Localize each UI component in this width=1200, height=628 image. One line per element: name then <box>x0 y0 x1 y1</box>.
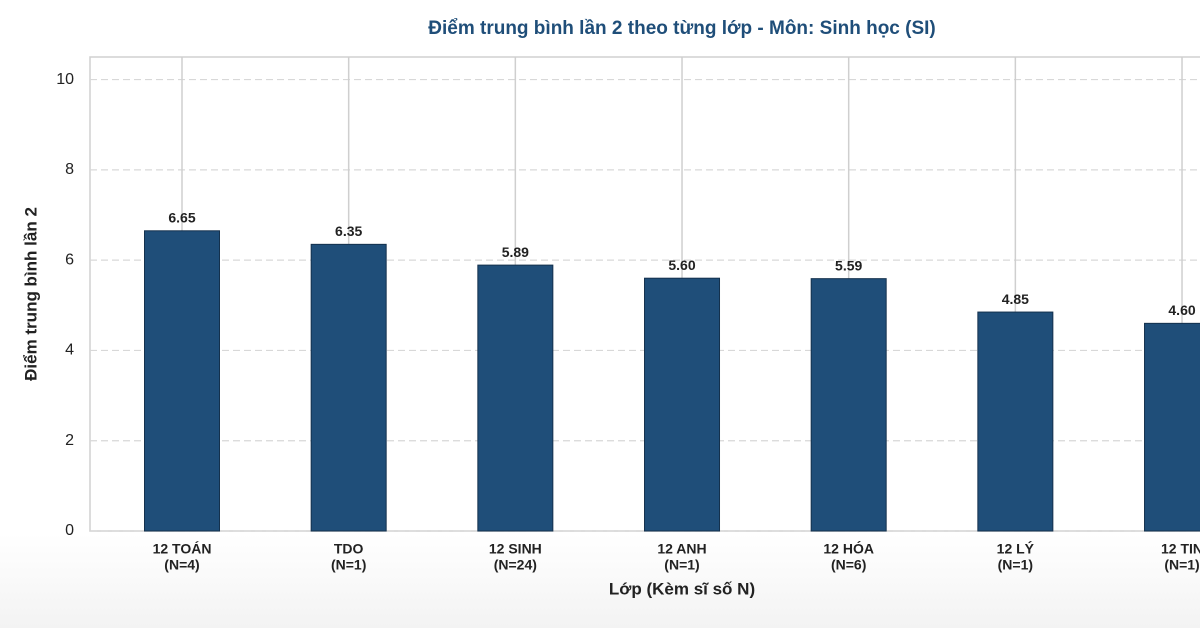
x-tick-label: (N=1) <box>331 557 366 573</box>
value-label: 5.59 <box>835 257 862 273</box>
y-tick-label: 6 <box>65 251 74 268</box>
bar <box>1144 322 1200 532</box>
x-tick-label: (N=6) <box>831 557 866 573</box>
x-tick-label: 12 TIN <box>1161 541 1200 557</box>
y-tick-label: 4 <box>65 342 74 359</box>
value-label: 4.60 <box>1168 302 1195 318</box>
x-tick-label: (N=1) <box>1164 557 1199 573</box>
value-label: 6.65 <box>168 210 195 226</box>
x-tick-label: (N=1) <box>664 557 699 573</box>
chart-title: Điểm trung bình lần 2 theo từng lớp - Mô… <box>428 18 936 39</box>
y-tick-label: 8 <box>65 161 74 178</box>
value-label: 6.35 <box>335 223 362 239</box>
y-axis-label: Điểm trung bình lần 2 <box>21 207 40 381</box>
bar <box>144 230 220 532</box>
y-tick-label: 10 <box>56 71 74 88</box>
value-label: 5.89 <box>502 244 529 260</box>
bar <box>977 311 1054 532</box>
x-tick-label: 12 SINH <box>489 541 542 557</box>
x-axis-label: Lớp (Kèm sĩ số N) <box>609 579 755 598</box>
y-tick-label: 0 <box>65 522 74 539</box>
x-tick-label: (N=4) <box>164 557 199 573</box>
x-tick-label: (N=1) <box>998 557 1033 573</box>
x-tick-label: 12 LÝ <box>997 540 1035 557</box>
value-label: 5.60 <box>668 257 695 273</box>
x-tick-label: 12 ANH <box>657 541 706 557</box>
bar <box>310 243 387 532</box>
x-tick-label: (N=24) <box>494 557 537 573</box>
x-tick-label: TDO <box>334 541 364 557</box>
bar <box>644 277 721 532</box>
bar <box>477 264 554 532</box>
x-tick-label: 12 TOÁN <box>153 541 212 557</box>
x-tick-label: 12 HÓA <box>823 540 874 557</box>
value-label: 4.85 <box>1002 291 1029 307</box>
y-tick-label: 2 <box>65 432 74 449</box>
bar <box>810 278 887 532</box>
